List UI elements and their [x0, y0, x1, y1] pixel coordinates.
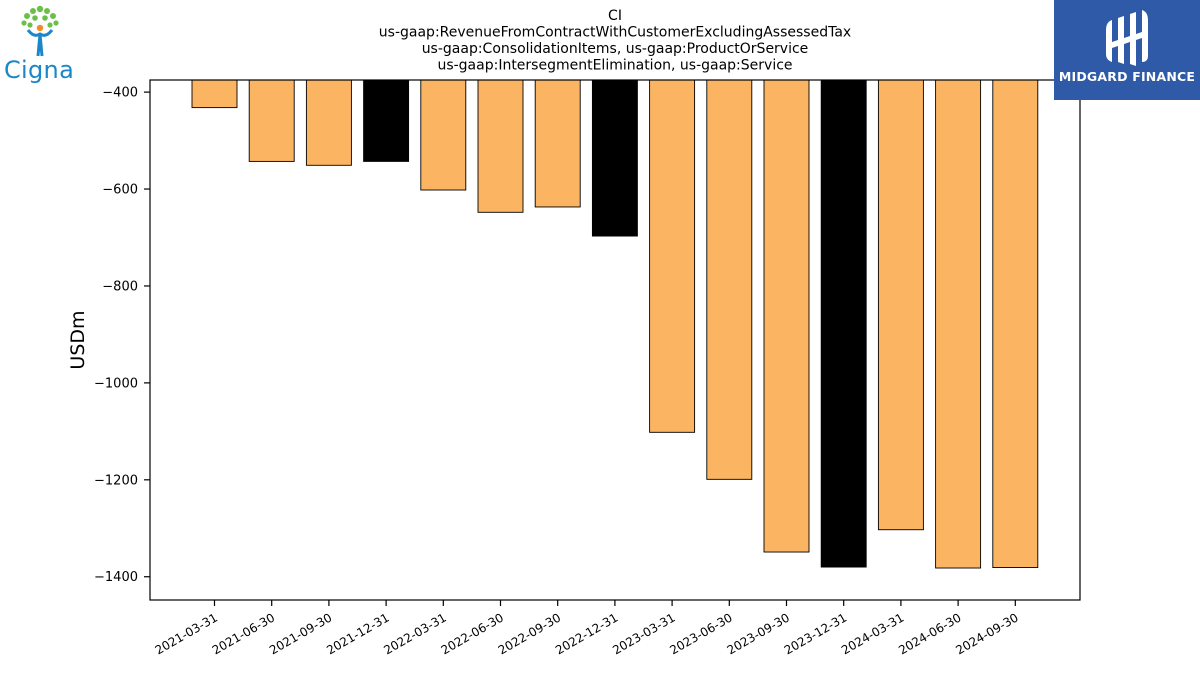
x-tick-label: 2022-03-31	[381, 610, 448, 657]
midgard-finance-logo: MIDGARD FINANCE	[1054, 0, 1200, 100]
y-axis-label: USDm	[67, 310, 89, 369]
chart-title-line: us-gaap:RevenueFromContractWithCustomerE…	[379, 25, 851, 41]
bar-2021-03-31	[191, 79, 238, 109]
x-tick-label: 2024-09-30	[953, 610, 1020, 657]
x-tick-label: 2023-06-30	[667, 610, 734, 657]
midgard-finance-wordmark: MIDGARD FINANCE	[1058, 69, 1196, 84]
bar-2022-06-30	[477, 79, 524, 213]
x-tick-label: 2024-03-31	[839, 610, 906, 657]
bar-2022-09-30	[534, 79, 581, 208]
bar-2024-09-30	[992, 79, 1039, 568]
cigna-logo: Cigna	[0, 0, 84, 92]
x-tick-label: 2024-06-30	[896, 610, 963, 657]
y-tick-label: −1400	[94, 570, 138, 585]
x-tick-label: 2023-03-31	[610, 610, 677, 657]
x-tick-label: 2022-12-31	[553, 610, 620, 657]
bar-2022-03-31	[420, 79, 467, 191]
x-tick-label: 2022-09-30	[496, 610, 563, 657]
cigna-wordmark: Cigna	[4, 56, 75, 84]
y-axis: −400 −600 −800 −1000 −1200 −1400	[94, 86, 150, 585]
bar-2024-06-30	[935, 79, 982, 569]
bar-2023-09-30	[763, 79, 810, 553]
x-tick-label: 2021-03-31	[153, 610, 220, 657]
x-tick-label: 2022-06-30	[439, 610, 506, 657]
x-tick-label: 2021-09-30	[267, 610, 334, 657]
bar-2024-03-31	[877, 79, 924, 531]
bar-2021-09-30	[305, 79, 352, 166]
bar-2023-06-30	[706, 79, 753, 480]
x-tick-label: 2023-12-31	[782, 610, 849, 657]
x-axis: 2021-03-312021-06-302021-09-302021-12-31…	[153, 600, 1021, 657]
y-tick-label: −1200	[94, 473, 138, 488]
chart-title: CIus-gaap:RevenueFromContractWithCustome…	[379, 8, 851, 74]
chart-title-line: CI	[608, 8, 622, 24]
bars-group	[191, 79, 1039, 569]
bar-2023-03-31	[649, 79, 696, 433]
bar-2021-12-31	[363, 79, 410, 162]
x-tick-label: 2023-09-30	[725, 610, 792, 657]
y-tick-label: −400	[102, 86, 138, 101]
midgard-finance-icon	[1106, 10, 1148, 66]
y-tick-label: −800	[102, 279, 138, 294]
x-tick-label: 2021-12-31	[324, 610, 391, 657]
bar-2023-12-31	[820, 79, 867, 568]
bar-2022-12-31	[591, 79, 638, 237]
x-tick-label: 2021-06-30	[210, 610, 277, 657]
chart-title-line: us-gaap:IntersegmentElimination, us-gaap…	[437, 58, 792, 74]
chart-title-line: us-gaap:ConsolidationItems, us-gaap:Prod…	[422, 41, 809, 57]
cigna-tree-person-icon	[21, 5, 59, 57]
y-tick-label: −600	[102, 183, 138, 198]
bar-2021-06-30	[248, 79, 295, 162]
y-tick-label: −1000	[94, 376, 138, 391]
